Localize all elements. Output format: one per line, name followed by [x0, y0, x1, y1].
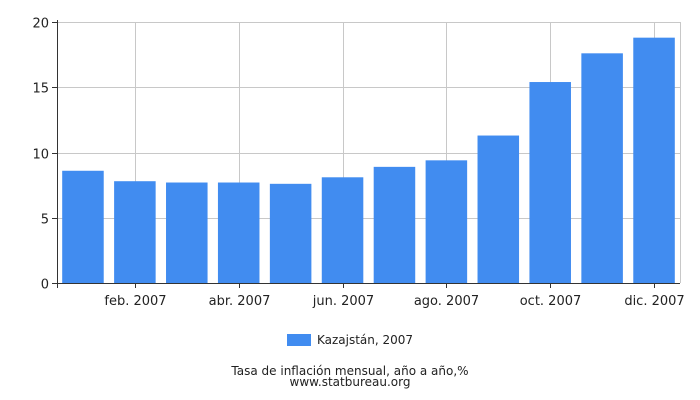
x-tick-label: dic. 2007 — [624, 294, 684, 309]
y-tick-label: 10 — [32, 148, 49, 163]
y-tick-label: 20 — [32, 17, 49, 32]
x-tick-label: abr. 2007 — [209, 294, 271, 309]
x-tick-label: oct. 2007 — [520, 294, 582, 309]
chart-title: Tasa de inflación mensual, año a año,% — [231, 364, 469, 378]
x-tick-label: jun. 2007 — [312, 294, 374, 309]
source-url: www.statbureau.org — [289, 375, 411, 389]
bar — [62, 170, 104, 283]
y-tick-label: 0 — [41, 278, 49, 293]
bar — [581, 53, 623, 283]
legend: Kazajstán, 2007 — [0, 333, 700, 347]
x-tick-label: ago. 2007 — [414, 294, 479, 309]
tick-labels: 0 5 10 15 20 feb. 2007 abr. 2007 jun. 2007 ago. … — [32, 17, 684, 310]
legend-swatch — [286, 334, 311, 346]
bar — [633, 37, 675, 283]
axes — [52, 20, 680, 288]
bar — [269, 183, 312, 283]
bar — [529, 82, 571, 283]
bar — [321, 177, 364, 283]
bar — [217, 182, 260, 283]
bar — [373, 166, 416, 283]
bar — [477, 135, 520, 283]
bar — [425, 160, 468, 283]
legend-label: Kazajstán, 2007 — [316, 333, 414, 347]
x-tick-label: feb. 2007 — [104, 294, 166, 309]
y-tick-label: 5 — [41, 213, 49, 228]
bar-series — [62, 37, 675, 283]
y-tick-label: 15 — [32, 82, 49, 97]
bar — [114, 181, 156, 283]
bar — [166, 182, 208, 283]
